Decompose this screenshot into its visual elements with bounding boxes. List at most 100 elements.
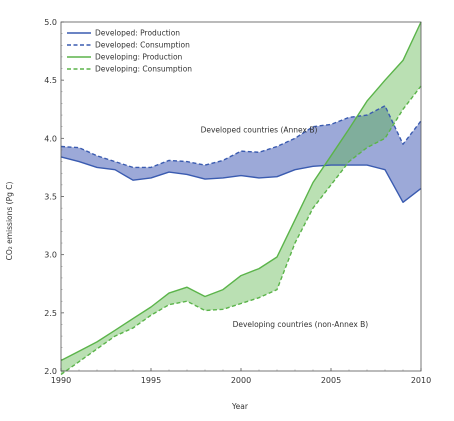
x-tick-label: 2005 — [321, 376, 341, 385]
data-point-developed-production — [168, 171, 170, 173]
data-point-developed-consumption — [402, 143, 404, 145]
data-point-developing-consumption — [402, 108, 404, 110]
data-point-developed-production — [294, 169, 296, 171]
data-point-developing-production — [114, 329, 116, 331]
data-point-developed-production — [222, 177, 224, 179]
data-point-developed-consumption — [384, 105, 386, 107]
data-point-developed-consumption — [114, 160, 116, 162]
data-point-developing-production — [186, 286, 188, 288]
data-point-developed-consumption — [348, 116, 350, 118]
data-point-developed-production — [312, 165, 314, 167]
annotation-developing: Developing countries (non-Annex B) — [233, 320, 369, 329]
data-point-developing-production — [294, 219, 296, 221]
data-point-developed-production — [348, 164, 350, 166]
data-point-developed-consumption — [294, 137, 296, 139]
plot-frame — [60, 21, 422, 372]
y-tick-label: 2.0 — [44, 367, 57, 376]
x-tick-label: 1990 — [51, 376, 71, 385]
data-point-developing-consumption — [348, 160, 350, 162]
data-point-developing-consumption — [204, 309, 206, 311]
data-point-developed-production — [258, 177, 260, 179]
data-point-developing-consumption — [132, 327, 134, 329]
data-point-developed-consumption — [222, 159, 224, 161]
data-point-developing-production — [402, 59, 404, 61]
data-point-developing-production — [258, 267, 260, 269]
data-point-developed-production — [366, 164, 368, 166]
data-point-developing-production — [96, 341, 98, 343]
data-point-developing-consumption — [150, 314, 152, 316]
data-point-developing-production — [204, 295, 206, 297]
data-point-developing-production — [78, 350, 80, 352]
annotation-developed: Developed countries (Annex B) — [201, 126, 318, 135]
data-point-developing-production — [222, 288, 224, 290]
data-point-developed-consumption — [96, 155, 98, 157]
data-point-developed-production — [276, 176, 278, 178]
data-point-developing-consumption — [384, 137, 386, 139]
data-point-developing-consumption — [168, 304, 170, 306]
data-point-developed-production — [402, 201, 404, 203]
data-point-developed-consumption — [258, 151, 260, 153]
data-point-developing-consumption — [366, 146, 368, 148]
data-point-developed-production — [132, 179, 134, 181]
data-point-developing-consumption — [78, 361, 80, 363]
data-point-developing-consumption — [222, 308, 224, 310]
x-tick-label: 1995 — [141, 376, 161, 385]
data-point-developing-production — [168, 292, 170, 294]
data-point-developed-consumption — [330, 123, 332, 125]
x-tick-label: 2000 — [231, 376, 251, 385]
data-point-developing-consumption — [294, 242, 296, 244]
data-point-developing-production — [240, 274, 242, 276]
data-point-developed-production — [150, 177, 152, 179]
data-point-developing-production — [330, 155, 332, 157]
y-axis-title: CO₂ emissions (Pg C) — [5, 182, 14, 261]
data-point-developing-production — [348, 128, 350, 130]
data-point-developed-production — [78, 160, 80, 162]
data-point-developing-consumption — [240, 302, 242, 304]
data-point-developed-consumption — [168, 159, 170, 161]
data-point-developing-consumption — [330, 184, 332, 186]
data-point-developed-consumption — [240, 150, 242, 152]
data-point-developing-consumption — [276, 288, 278, 290]
data-point-developing-production — [312, 181, 314, 183]
data-point-developing-production — [132, 317, 134, 319]
data-point-developed-production — [330, 164, 332, 166]
data-point-developed-production — [384, 169, 386, 171]
data-point-developed-consumption — [78, 146, 80, 148]
y-tick-label: 3.5 — [44, 193, 57, 202]
data-point-developed-production — [186, 173, 188, 175]
data-point-developing-production — [276, 256, 278, 258]
legend: Developed: Production Developed: Consumpt… — [67, 29, 192, 74]
data-point-developing-consumption — [258, 297, 260, 299]
data-point-developed-consumption — [150, 166, 152, 168]
y-tick-label: 5.0 — [44, 18, 57, 27]
legend-label-developing-consumption: Developing: Consumption — [95, 65, 192, 74]
data-point-developing-production — [150, 306, 152, 308]
data-point-developing-production — [384, 79, 386, 81]
x-axis-title: Year — [231, 402, 249, 411]
data-point-developed-production — [240, 174, 242, 176]
legend-label-developing-production: Developing: Production — [95, 53, 183, 62]
data-point-developed-consumption — [132, 166, 134, 168]
series-line-developing-consumption — [60, 85, 422, 376]
legend-label-developed-consumption: Developed: Consumption — [95, 41, 190, 50]
data-point-developed-production — [204, 178, 206, 180]
plot-area — [60, 21, 422, 376]
data-point-developed-production — [96, 166, 98, 168]
data-point-developing-consumption — [312, 207, 314, 209]
data-point-developing-production — [366, 100, 368, 102]
band-developed — [61, 105, 421, 203]
data-point-developing-consumption — [114, 335, 116, 337]
data-point-developed-consumption — [276, 145, 278, 147]
series-line-developed-consumption — [60, 105, 422, 169]
data-point-developed-consumption — [186, 160, 188, 162]
data-point-developed-consumption — [366, 114, 368, 116]
y-tick-label: 4.5 — [44, 76, 57, 85]
y-tick-label: 4.0 — [44, 134, 57, 143]
y-tick-label: 3.0 — [44, 251, 57, 260]
data-point-developing-consumption — [186, 300, 188, 302]
x-tick-label: 2010 — [411, 376, 431, 385]
series-line-developing-production — [60, 21, 422, 362]
legend-label-developed-production: Developed: Production — [95, 29, 180, 38]
data-point-developed-production — [114, 169, 116, 171]
